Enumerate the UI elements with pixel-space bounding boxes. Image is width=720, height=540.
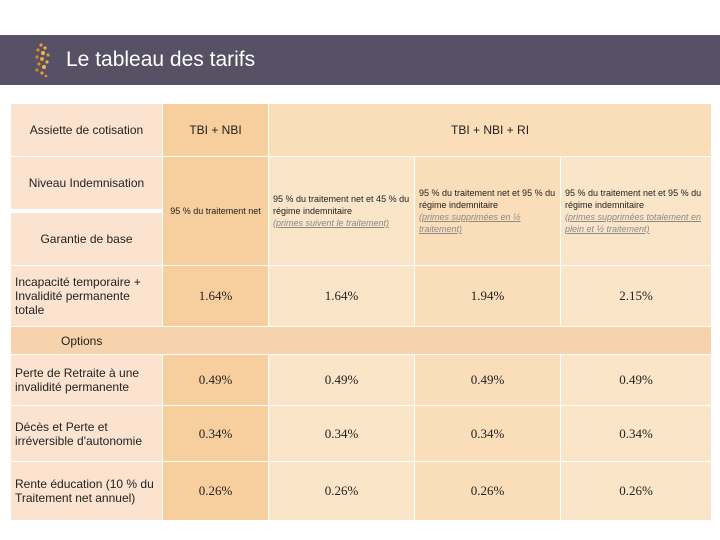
- option-2-label: Décès et Perte et irréversible d'autonom…: [11, 406, 162, 461]
- level-1: 95 % du traitement net: [163, 157, 268, 265]
- base-value-3: 1.94%: [415, 266, 560, 326]
- level-2-sub: (primes suivent le traitement): [273, 218, 390, 228]
- option-2-value-4: 0.34%: [561, 406, 712, 461]
- option-1-value-4: 0.49%: [561, 355, 712, 405]
- assiette-header: Assiette de cotisation: [11, 104, 162, 156]
- options-text: Options: [61, 333, 103, 348]
- option-row: Décès et Perte et irréversible d'autonom…: [11, 406, 712, 461]
- page-title: Le tableau des tarifs: [66, 48, 256, 71]
- option-3-value-2: 0.26%: [269, 462, 414, 520]
- option-1-value-3: 0.49%: [415, 355, 560, 405]
- option-2-value-3: 0.34%: [415, 406, 560, 461]
- option-1-value-2: 0.49%: [269, 355, 414, 405]
- base-value-2: 1.64%: [269, 266, 414, 326]
- options-row: Options: [11, 327, 712, 354]
- option-row: Rente éducation (10 % du Traitement net …: [11, 462, 712, 520]
- option-row: Perte de Retraite à une invalidité perma…: [11, 355, 712, 405]
- option-3-value-1: 0.26%: [163, 462, 268, 520]
- level-3: 95 % du traitement net et 95 % du régime…: [415, 157, 560, 265]
- level-row: Niveau Indemnisation Garantie de base 95…: [11, 157, 712, 265]
- option-1-label: Perte de Retraite à une invalidité perma…: [11, 355, 162, 405]
- level-4-sub: (primes supprimées totalement en plein e…: [565, 212, 702, 234]
- base-row-label: Incapacité temporaire + Invalidité perma…: [11, 266, 162, 326]
- option-3-value-4: 0.26%: [561, 462, 712, 520]
- level-2: 95 % du traitement net et 45 % du régime…: [269, 157, 414, 265]
- level-3-sub: (primes supprimées en ½ traitement): [419, 212, 521, 234]
- options-label: Options: [11, 327, 712, 354]
- tbi-nbi-ri-header: TBI + NBI + RI: [269, 104, 712, 156]
- option-2-value-2: 0.34%: [269, 406, 414, 461]
- level-4: 95 % du traitement net et 95 % du régime…: [561, 157, 712, 265]
- garantie-label: Garantie de base: [11, 213, 162, 265]
- option-2-value-1: 0.34%: [163, 406, 268, 461]
- option-3-value-3: 0.26%: [415, 462, 560, 520]
- base-value-1: 1.64%: [163, 266, 268, 326]
- dots-logo-icon: [35, 43, 50, 78]
- tbi-nbi-header: TBI + NBI: [163, 104, 268, 156]
- level-2-main: 95 % du traitement net et 45 % du régime…: [273, 194, 410, 216]
- title-bar: Le tableau des tarifs: [0, 35, 720, 85]
- level-1-main: 95 % du traitement net: [170, 206, 261, 216]
- level-labels-cell: Niveau Indemnisation Garantie de base: [11, 157, 162, 265]
- level-4-main: 95 % du traitement net et 95 % du régime…: [565, 188, 702, 210]
- header-row: Assiette de cotisation TBI + NBI TBI + N…: [11, 104, 712, 156]
- option-3-label: Rente éducation (10 % du Traitement net …: [11, 462, 162, 520]
- base-row: Incapacité temporaire + Invalidité perma…: [11, 266, 712, 326]
- niveau-label: Niveau Indemnisation: [11, 157, 162, 209]
- tarifs-table: Assiette de cotisation TBI + NBI TBI + N…: [10, 103, 712, 521]
- level-3-main: 95 % du traitement net et 95 % du régime…: [419, 188, 556, 210]
- option-1-value-1: 0.49%: [163, 355, 268, 405]
- base-value-4: 2.15%: [561, 266, 712, 326]
